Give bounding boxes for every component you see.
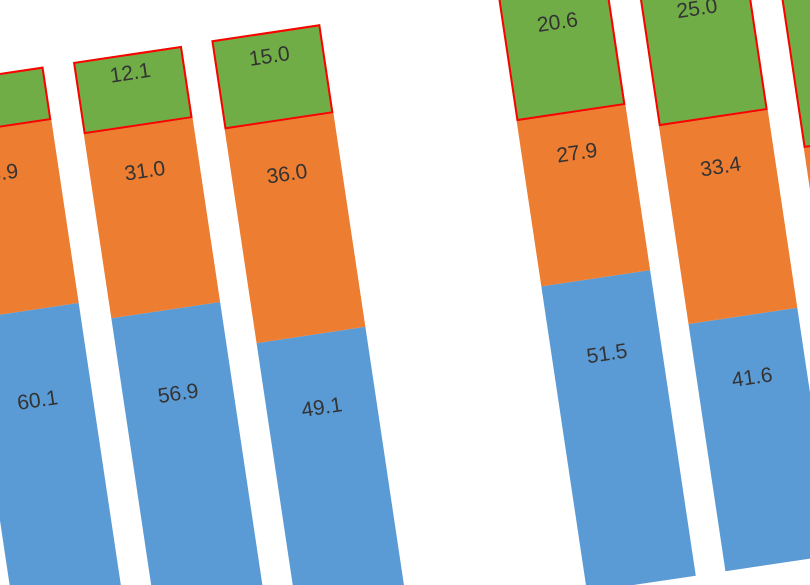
bar-segment-label: 36.0: [265, 160, 309, 190]
bar-segment-middle: 33.4: [659, 110, 797, 324]
bar-segment-label: 60.1: [16, 386, 60, 416]
bar-segment-label: 56.9: [156, 379, 200, 409]
bar-segment-top: 15.0: [211, 25, 333, 130]
bar-segment-middle: 34.: [804, 132, 810, 352]
bar-segment-top: 20.6: [498, 0, 625, 121]
bar-segment-middle: 36.0: [225, 114, 366, 344]
bar-segment-bottom: 49.1: [257, 327, 409, 585]
bar-segment-middle: 31.0: [84, 118, 220, 318]
bar-segment-label: 20.6: [536, 8, 580, 38]
bar-segment-label: 51.5: [585, 340, 629, 370]
bar-segment-label: 41.6: [730, 363, 774, 393]
bar-segment-label: 25.0: [675, 0, 719, 24]
bar-segment-label: 33.4: [699, 153, 743, 183]
bar-segment-middle: 3.9: [0, 120, 79, 320]
bar-segment-bottom: 60.1: [0, 303, 132, 585]
bar-segment-top: 25.0: [637, 0, 768, 126]
bar-segment-label: 31.0: [123, 157, 167, 187]
bar-segment-label: 3.9: [0, 160, 20, 188]
bar-segment-label: 15.0: [247, 42, 291, 72]
bar-segment-bottom: 51.5: [541, 270, 695, 585]
chart-viewport: 60.13.9956.931.012.149.136.015.051.527.9…: [0, 0, 810, 585]
bar-segment-label: 12.1: [108, 59, 152, 89]
bar-segment-top: 32.2: [775, 0, 810, 148]
bar-segment-bottom: 56.9: [111, 302, 270, 585]
bar-segment-bottom: 41.6: [689, 308, 810, 571]
chart-plane: 60.13.9956.931.012.149.136.015.051.527.9…: [0, 0, 810, 585]
bar-segment-label: 49.1: [300, 393, 344, 423]
bar-segment-label: 27.9: [555, 139, 599, 169]
bar-segment-middle: 27.9: [517, 105, 651, 287]
